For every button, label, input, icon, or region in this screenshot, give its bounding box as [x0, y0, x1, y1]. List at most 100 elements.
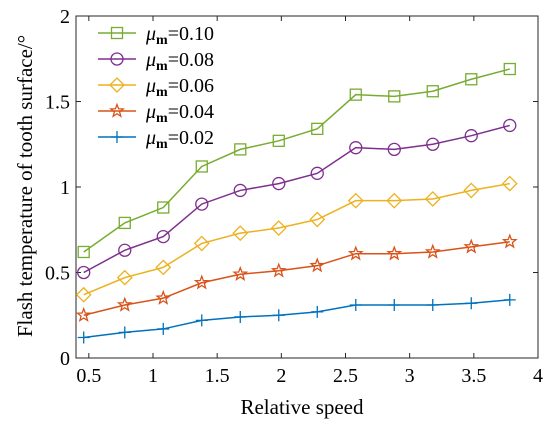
series-line	[83, 68, 510, 253]
y-tick-label: 0	[60, 348, 70, 370]
data-point	[270, 262, 287, 278]
data-point	[75, 306, 92, 323]
series-line	[83, 182, 510, 296]
legend-label: μm=0.02	[145, 127, 214, 152]
data-point	[77, 331, 90, 344]
data-point	[388, 298, 401, 311]
data-point	[232, 265, 249, 281]
data-point	[386, 245, 403, 261]
data-point	[157, 201, 170, 214]
x-tick-label: 2	[276, 365, 286, 387]
legend-label: μm=0.08	[145, 49, 214, 74]
data-point	[195, 197, 209, 211]
data-point	[386, 192, 403, 209]
data-point	[234, 143, 247, 156]
data-point	[501, 233, 518, 249]
data-point	[155, 289, 172, 305]
data-point	[77, 245, 90, 259]
legend-entry: μm=0.02	[98, 127, 214, 152]
x-axis-label: Relative speed	[240, 395, 364, 419]
data-point	[118, 216, 131, 230]
data-point	[503, 118, 517, 133]
data-point	[156, 229, 170, 244]
data-point	[309, 211, 326, 228]
series-layer	[75, 62, 518, 344]
x-tick-label: 4	[533, 365, 543, 387]
data-point	[116, 269, 133, 286]
series-0-04	[75, 233, 518, 323]
legend-label: μm=0.10	[145, 23, 214, 48]
data-point	[272, 176, 286, 191]
series-0-06	[75, 175, 518, 303]
data-point	[195, 160, 208, 173]
series-0-02	[77, 293, 516, 344]
legend-label: μm=0.06	[145, 75, 214, 100]
data-point	[270, 220, 287, 236]
data-point	[195, 314, 208, 327]
data-point	[426, 298, 439, 311]
data-point	[388, 90, 401, 103]
data-point	[272, 134, 285, 147]
data-point	[193, 235, 210, 252]
data-point	[349, 141, 363, 155]
data-point	[77, 265, 91, 280]
legend-marker	[110, 52, 124, 66]
data-point	[465, 297, 478, 310]
data-point	[463, 182, 480, 199]
y-tick-label: 2	[60, 6, 70, 28]
data-point	[310, 166, 324, 180]
data-point	[349, 298, 362, 311]
legend-marker	[111, 131, 123, 143]
x-tick-label: 3.5	[461, 365, 486, 387]
series-line	[83, 299, 510, 339]
data-point	[155, 259, 172, 276]
data-point	[424, 191, 441, 207]
series-0-08	[77, 118, 517, 280]
series-line	[83, 240, 510, 316]
data-point	[233, 183, 247, 198]
data-point	[116, 296, 133, 312]
data-point	[157, 322, 170, 335]
data-point	[501, 175, 518, 192]
x-tick-label: 3	[405, 365, 415, 387]
legend-marker	[109, 102, 125, 118]
x-tick-label: 2.5	[333, 365, 358, 387]
y-tick-label: 0.5	[45, 263, 70, 285]
legend-entry: μm=0.06	[98, 75, 214, 100]
data-point	[311, 122, 324, 136]
legend-entry: μm=0.08	[98, 49, 214, 74]
legend-label: μm=0.04	[145, 101, 214, 126]
data-point	[272, 309, 285, 322]
data-point	[75, 286, 92, 303]
data-point	[424, 243, 441, 259]
series-0-10	[77, 62, 516, 259]
data-point	[463, 238, 480, 254]
data-point	[232, 225, 249, 242]
data-point	[118, 243, 132, 257]
legend-marker	[110, 26, 124, 40]
x-tick-label: 0.5	[76, 365, 101, 387]
data-point	[426, 137, 440, 151]
x-tick-label: 1	[148, 365, 158, 387]
data-point	[347, 192, 364, 209]
x-tick-label: 1.5	[205, 365, 230, 387]
y-axis-label: Flash temperature of tooth surface/°	[13, 35, 37, 337]
legend-entry: μm=0.04	[98, 101, 214, 126]
y-tick-label: 1	[60, 177, 70, 199]
y-tick-label: 1.5	[45, 92, 70, 114]
data-point	[309, 257, 326, 273]
tick-labels: 0.5 1 1.5 2 2.5 3 3.5 4 0 0.5 1 1.5 2	[45, 6, 543, 387]
data-point	[465, 73, 478, 86]
data-point	[347, 245, 364, 261]
data-point	[503, 293, 516, 306]
data-point	[311, 305, 324, 318]
legend-marker	[109, 77, 125, 93]
data-point	[118, 326, 131, 339]
legend-entry: μm=0.10	[98, 23, 214, 48]
data-point	[349, 88, 362, 101]
data-point	[464, 129, 478, 143]
data-point	[193, 274, 210, 290]
data-point	[426, 85, 439, 98]
